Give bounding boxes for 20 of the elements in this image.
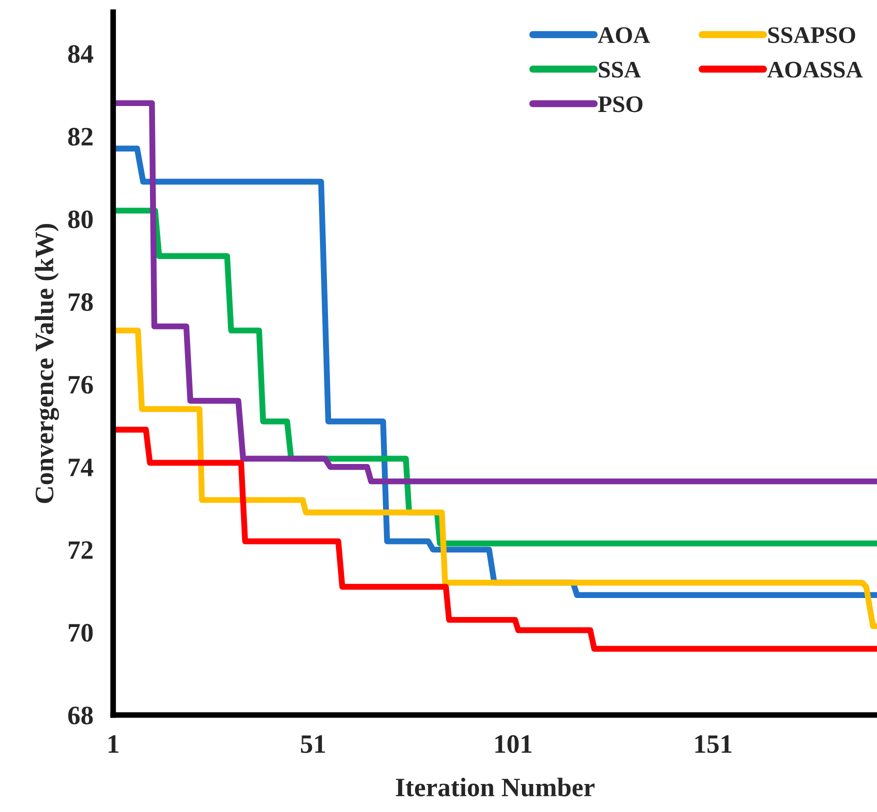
legend-label: SSA	[598, 62, 641, 78]
x-tick-label: 101	[495, 735, 532, 753]
y-tick-label: 82	[68, 128, 93, 146]
y-tick-label: 70	[68, 624, 93, 642]
y-tick-label: 84	[68, 45, 94, 63]
y-axis-title: Convergence Value (kW)	[34, 224, 59, 504]
x-tick-label: 151	[695, 735, 732, 753]
legend-label: AOASSA	[767, 62, 863, 78]
legend-label: PSO	[598, 96, 642, 112]
legend-label: AOA	[598, 27, 650, 44]
y-tick-label: 80	[68, 210, 93, 228]
x-axis-title: Iteration Number	[396, 778, 595, 796]
y-tick-label: 68	[68, 706, 93, 724]
y-tick-label: 76	[68, 376, 93, 394]
x-tick-label: 51	[300, 735, 325, 753]
y-tick-label: 78	[68, 293, 93, 311]
x-tick-label: 1	[108, 735, 118, 753]
y-tick-label: 74	[68, 458, 94, 476]
y-tick-label: 72	[68, 541, 93, 559]
legend-label: SSAPSO	[768, 27, 856, 44]
